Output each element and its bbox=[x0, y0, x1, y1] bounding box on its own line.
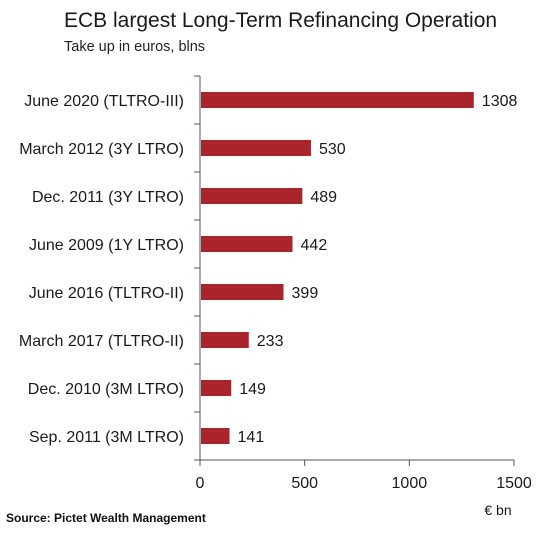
category-label: March 2012 (3Y LTRO) bbox=[19, 141, 184, 158]
category-label: June 2016 (TLTRO-II) bbox=[29, 285, 184, 302]
bar bbox=[201, 140, 311, 156]
chart-title: ECB largest Long-Term Refinancing Operat… bbox=[64, 9, 498, 32]
value-label: 149 bbox=[239, 381, 266, 398]
chart-subtitle: Take up in euros, blns bbox=[64, 39, 206, 55]
category-label: March 2017 (TLTRO-II) bbox=[19, 333, 184, 350]
category-label: June 2009 (1Y LTRO) bbox=[29, 237, 184, 254]
x-tick-label: 1000 bbox=[392, 475, 428, 492]
bar bbox=[201, 284, 284, 300]
bar bbox=[201, 236, 293, 252]
bars-layer bbox=[201, 92, 474, 444]
value-label: 399 bbox=[292, 285, 319, 302]
bar bbox=[201, 380, 232, 396]
category-label: Sep. 2011 (3M LTRO) bbox=[29, 429, 184, 446]
axis-layer: June 2020 (TLTRO-III) 1308 March 2012 (3Y … bbox=[19, 75, 532, 518]
x-axis-unit-label: € bn bbox=[484, 502, 511, 518]
value-label: 442 bbox=[301, 237, 328, 254]
value-label: 489 bbox=[310, 189, 337, 206]
value-label: 530 bbox=[319, 141, 346, 158]
category-label: June 2020 (TLTRO-III) bbox=[24, 93, 184, 110]
x-tick-label: 1500 bbox=[496, 475, 532, 492]
source-note: Source: Pictet Wealth Management bbox=[6, 511, 206, 525]
x-tick-label: 0 bbox=[196, 475, 205, 492]
bar bbox=[201, 428, 230, 444]
bar bbox=[201, 188, 303, 204]
category-label: Dec. 2010 (3M LTRO) bbox=[28, 381, 184, 398]
value-label: 1308 bbox=[482, 93, 518, 110]
value-label: 233 bbox=[257, 333, 284, 350]
x-tick-label: 500 bbox=[291, 475, 318, 492]
bar bbox=[201, 92, 474, 108]
value-label: 141 bbox=[238, 429, 265, 446]
category-label: Dec. 2011 (3Y LTRO) bbox=[32, 189, 184, 206]
bar bbox=[201, 332, 249, 348]
